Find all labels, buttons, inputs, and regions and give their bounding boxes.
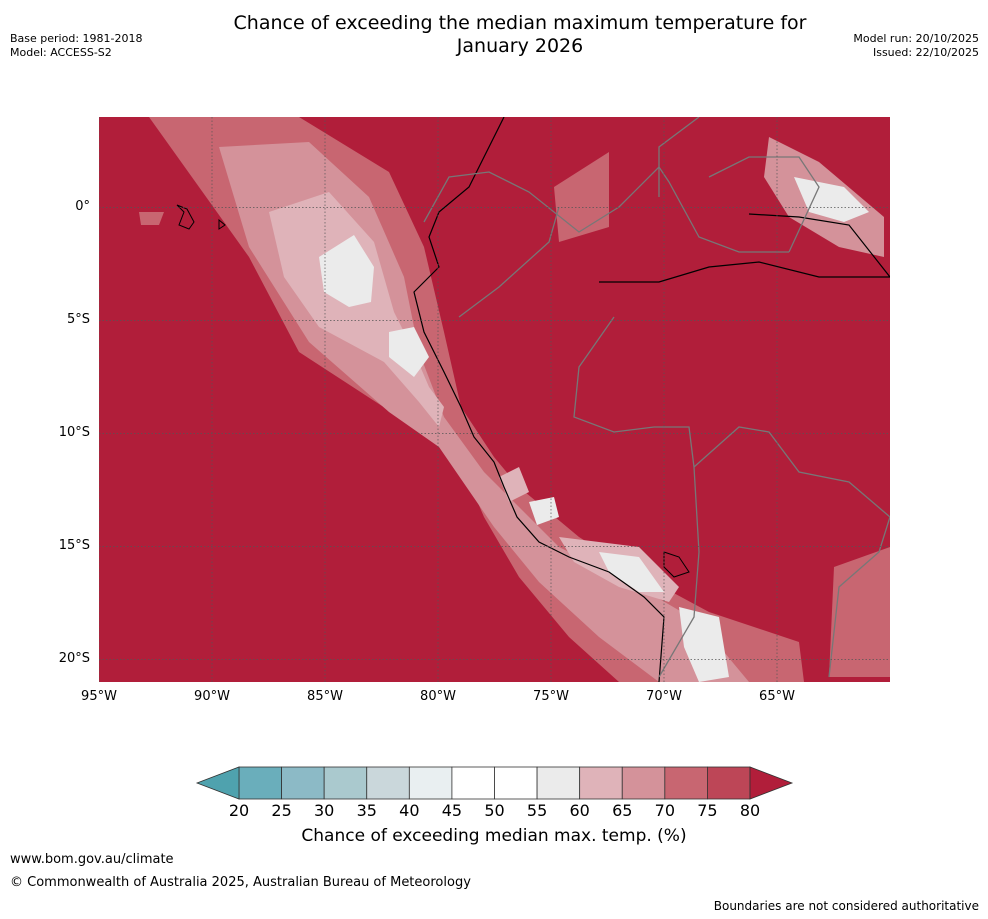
- lat-tick-label: 20°S: [58, 651, 90, 667]
- colorbar-tick-label: 50: [484, 801, 505, 820]
- colorbar-tick-label: 30: [313, 801, 335, 820]
- colorbar-box: [323, 766, 368, 800]
- meta-right: Model run: 20/10/2025 Issued: 22/10/2025: [853, 32, 979, 60]
- colorbar: [195, 766, 794, 800]
- colorbar-tick-label: 20: [228, 801, 250, 820]
- river-north: [748, 213, 890, 278]
- colorbar-box: [579, 766, 623, 800]
- amazon-river: [599, 261, 890, 283]
- lon-tick-label: 80°W: [420, 689, 456, 704]
- footer-note: Boundaries are not considered authoritat…: [713, 899, 979, 913]
- coastal-anomaly-band: [149, 117, 804, 682]
- issued-text: Issued: 22/10/2025: [872, 46, 979, 59]
- lon-tick-label: 85°W: [307, 689, 343, 704]
- lon-tick-label: 70°W: [646, 689, 682, 704]
- colombia-anomaly: [554, 152, 609, 242]
- base-period-text: Base period: 1981-2018: [10, 32, 143, 45]
- colorbar-tick-label: 70: [654, 801, 675, 820]
- colorbar-tick-label: 75: [697, 801, 718, 820]
- title-line-1: Chance of exceeding the median maximum t…: [233, 12, 807, 34]
- colorbar-box: [707, 766, 751, 800]
- model-run-text: Model run: 20/10/2025: [853, 32, 979, 45]
- probability-map: [99, 117, 890, 682]
- map-title: Chance of exceeding the median maximum t…: [0, 12, 988, 58]
- coastline: [413, 117, 665, 682]
- map-gridlines: [99, 117, 890, 682]
- country-borders: [423, 117, 890, 678]
- meta-left: Base period: 1981-2018 Model: ACCESS-S2: [10, 32, 142, 60]
- offshore-anomaly: [139, 212, 164, 225]
- colorbar-box: [408, 766, 453, 800]
- colorbar-box: [451, 766, 495, 800]
- lon-tick-label: 65°W: [759, 689, 795, 704]
- lon-tick-label: 90°W: [194, 689, 230, 704]
- model-text: Model: ACCESS-S2: [10, 46, 112, 59]
- colorbar-tick-label: 55: [526, 801, 548, 820]
- lat-tick-label: 10°S: [58, 425, 90, 441]
- lake-titicaca: [663, 551, 690, 578]
- colorbar-tick-label: 45: [441, 801, 463, 820]
- colorbar-overflow-arrow: [749, 766, 794, 800]
- bolivia-anomaly: [829, 547, 890, 677]
- lon-tick-label: 75°W: [533, 689, 569, 704]
- colorbar-box: [238, 766, 282, 800]
- title-line-2: January 2026: [456, 35, 584, 57]
- amazon-anomaly-inner: [794, 177, 869, 222]
- colorbar-tick-label: 40: [399, 801, 420, 820]
- colorbar-tick-label: 60: [569, 801, 590, 820]
- colorbar-box: [281, 766, 325, 800]
- colorbar-box: [536, 766, 581, 800]
- galapagos-islands: [176, 204, 226, 230]
- colorbar-box: [366, 766, 410, 800]
- colorbar-tick-label: 80: [739, 801, 761, 820]
- colorbar-box: [621, 766, 666, 800]
- footer-copyright: © Commonwealth of Australia 2025, Austra…: [10, 875, 471, 890]
- colorbar-box: [494, 766, 538, 800]
- colorbar-box: [664, 766, 708, 800]
- colorbar-underflow-arrow: [195, 766, 240, 800]
- lat-tick-label: 5°S: [66, 312, 90, 328]
- colorbar-tick-label: 25: [271, 801, 292, 820]
- colorbar-tick-label: 35: [356, 801, 377, 820]
- footer-url: www.bom.gov.au/climate: [10, 852, 174, 867]
- lat-tick-label: 0°: [75, 199, 90, 215]
- colorbar-label: Chance of exceeding median max. temp. (%…: [301, 826, 687, 846]
- lat-tick-label: 15°S: [58, 538, 90, 554]
- lon-tick-label: 95°W: [81, 689, 117, 704]
- colorbar-tick-label: 65: [612, 801, 633, 820]
